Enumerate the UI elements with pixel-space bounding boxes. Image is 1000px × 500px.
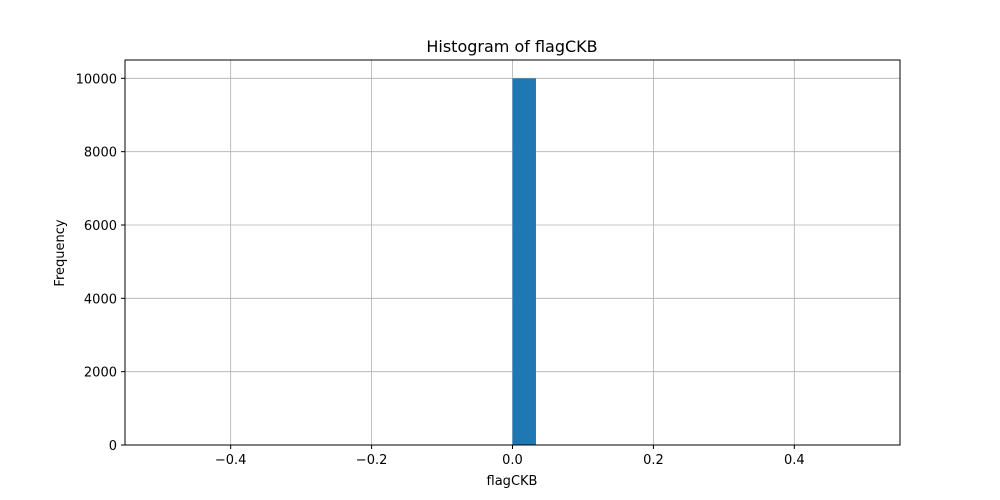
y-tick-label: 0 bbox=[109, 439, 117, 454]
bars bbox=[512, 78, 536, 445]
chart-title: Histogram of flagCKB bbox=[426, 37, 597, 56]
x-tick-label: 0.4 bbox=[784, 453, 805, 468]
x-tick-label: 0.0 bbox=[502, 453, 523, 468]
y-tick-label: 8000 bbox=[84, 146, 117, 161]
y-axis-label: Frequency bbox=[53, 219, 68, 286]
y-tick-label: 2000 bbox=[84, 366, 117, 381]
x-tick-label: 0.2 bbox=[643, 453, 664, 468]
x-axis-label: flagCKB bbox=[487, 474, 538, 489]
y-tick-label: 6000 bbox=[84, 219, 117, 234]
x-tick-label: −0.2 bbox=[356, 453, 388, 468]
y-tick-label: 4000 bbox=[84, 292, 117, 307]
y-tick-label: 10000 bbox=[76, 72, 117, 87]
histogram-bar bbox=[512, 78, 536, 445]
x-tick-label: −0.4 bbox=[215, 453, 247, 468]
x-axis-ticks: −0.4 −0.2 0.0 0.2 0.4 bbox=[215, 445, 805, 468]
y-axis-ticks: 0 2000 4000 6000 8000 10000 bbox=[76, 72, 125, 454]
